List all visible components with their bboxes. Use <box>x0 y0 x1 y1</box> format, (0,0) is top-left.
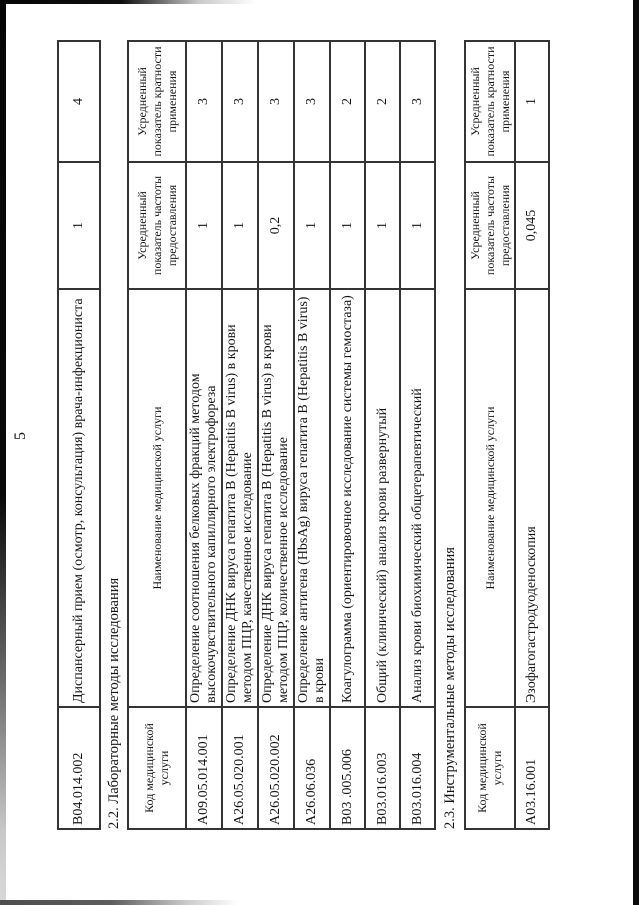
section-heading-2-2: 2.2. Лабораторные методы исследования <box>105 577 122 829</box>
col-header-name: Наименование медицинской услуги <box>128 289 186 707</box>
col-header-name: Наименование медицинской услуги <box>465 289 515 707</box>
table-header-row: Код медицинской услуги Наименование меди… <box>465 41 515 829</box>
table-row: A26.05.020.002 Определение ДНК вируса ге… <box>258 41 294 829</box>
instrumental-methods-table: Код медицинской услуги Наименование меди… <box>464 40 550 830</box>
cell-multiplicity: 3 <box>294 41 330 162</box>
scan-edge-artifact-top <box>0 0 320 4</box>
cell-service-code: B03 .005.006 <box>330 707 365 829</box>
cell-service-name: Диспансерный прием (осмотр, консультация… <box>58 289 100 707</box>
table-row: A03.16.001 Эзофагогастродуоденоскопия 0,… <box>515 41 549 829</box>
cell-service-name: Общий (клинический) анализ крови разверн… <box>365 289 400 707</box>
col-header-code: Код медицинской услуги <box>465 707 515 829</box>
cell-multiplicity: 3 <box>186 41 222 162</box>
cell-service-code: A26.06.036 <box>294 707 330 829</box>
cell-frequency: 1 <box>186 162 222 289</box>
cell-frequency: 1 <box>294 162 330 289</box>
cell-service-name: Определение ДНК вируса гепатита B (Hepat… <box>258 289 294 707</box>
cell-service-name: Определение соотношения белковых фракций… <box>186 289 222 707</box>
cell-multiplicity: 1 <box>515 41 549 162</box>
col-header-frequency: Усредненный показатель частоты предостав… <box>128 162 186 289</box>
col-header-multiplicity: Усредненный показатель кратности примене… <box>465 41 515 162</box>
scan-edge-artifact-left <box>0 0 6 905</box>
table-row: A26.06.036 Определение антигена (HbsAg) … <box>294 41 330 829</box>
table-row: B04.014.002 Диспансерный прием (осмотр, … <box>58 41 100 829</box>
cell-multiplicity: 2 <box>365 41 400 162</box>
cell-service-name: Определение ДНК вируса гепатита B (Hepat… <box>222 289 258 707</box>
cell-frequency: 1 <box>365 162 400 289</box>
cell-multiplicity: 2 <box>330 41 365 162</box>
table-row: A09.05.014.001 Определение соотношения б… <box>186 41 222 829</box>
col-header-frequency: Усредненный показатель частоты предостав… <box>465 162 515 289</box>
cell-service-code: A09.05.014.001 <box>186 707 222 829</box>
services-table-continuation: B04.014.002 Диспансерный прием (осмотр, … <box>57 40 101 830</box>
table-row: B03.016.003 Общий (клинический) анализ к… <box>365 41 400 829</box>
table-row: B03 .005.006 Коагулограмма (ориентировоч… <box>330 41 365 829</box>
cell-frequency: 1 <box>330 162 365 289</box>
cell-service-name: Определение антигена (HbsAg) вируса гепа… <box>294 289 330 707</box>
section-heading-2-3: 2.3. Инструментальные методы исследовани… <box>441 547 458 829</box>
cell-service-code: A26.05.020.002 <box>258 707 294 829</box>
cell-multiplicity: 3 <box>222 41 258 162</box>
cell-multiplicity: 3 <box>258 41 294 162</box>
cell-service-code: B04.014.002 <box>58 707 100 829</box>
cell-frequency: 1 <box>400 162 435 289</box>
page-number: 5 <box>12 432 29 440</box>
cell-service-code: B03.016.003 <box>365 707 400 829</box>
cell-frequency: 0,2 <box>258 162 294 289</box>
cell-service-code: A26.05.020.001 <box>222 707 258 829</box>
document-body: B04.014.002 Диспансерный прием (осмотр, … <box>57 40 550 830</box>
cell-service-name: Эзофагогастродуоденоскопия <box>515 289 549 707</box>
cell-service-code: B03.016.004 <box>400 707 435 829</box>
table-row: A26.05.020.001 Определение ДНК вируса ге… <box>222 41 258 829</box>
cell-multiplicity: 4 <box>58 41 100 162</box>
col-header-multiplicity: Усредненный показатель кратности примене… <box>128 41 186 162</box>
scan-edge-artifact-right <box>633 0 639 905</box>
cell-multiplicity: 3 <box>400 41 435 162</box>
cell-frequency: 1 <box>222 162 258 289</box>
cell-service-name: Анализ крови биохимический общетерапевти… <box>400 289 435 707</box>
col-header-code: Код медицинской услуги <box>128 707 186 829</box>
table-header-row: Код медицинской услуги Наименование меди… <box>128 41 186 829</box>
cell-frequency: 1 <box>58 162 100 289</box>
cell-service-code: A03.16.001 <box>515 707 549 829</box>
table-row: B03.016.004 Анализ крови биохимический о… <box>400 41 435 829</box>
cell-frequency: 0,045 <box>515 162 549 289</box>
lab-methods-table: Код медицинской услуги Наименование меди… <box>127 40 436 830</box>
scan-edge-artifact-bottom <box>0 900 280 905</box>
cell-service-name: Коагулограмма (ориентировочное исследова… <box>330 289 365 707</box>
